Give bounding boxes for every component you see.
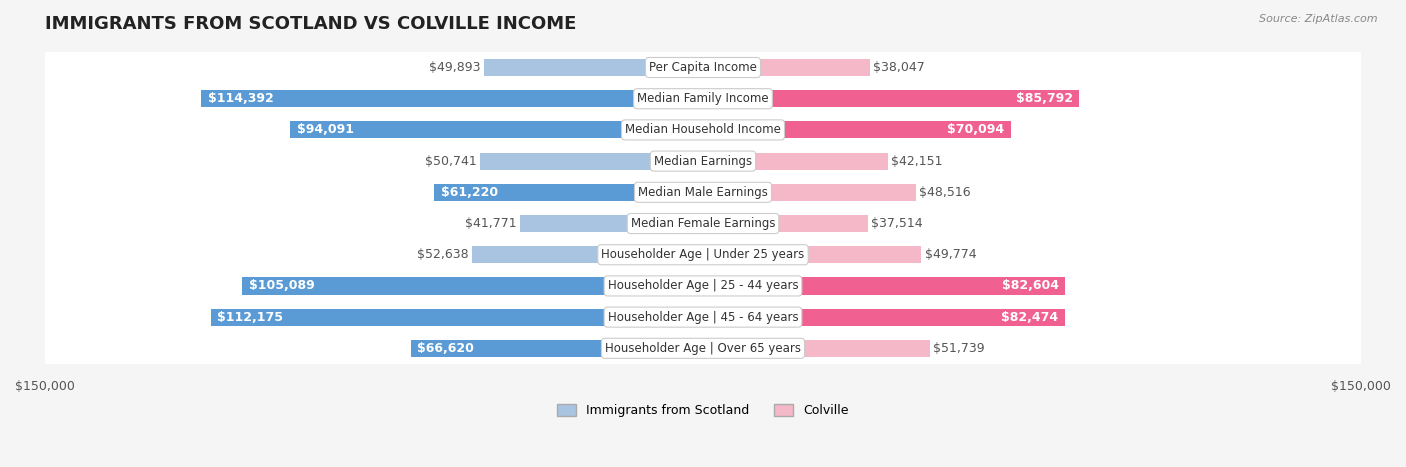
Text: Median Family Income: Median Family Income: [637, 92, 769, 105]
Text: Median Female Earnings: Median Female Earnings: [631, 217, 775, 230]
Bar: [290, 121, 703, 139]
Text: $50,741: $50,741: [426, 155, 477, 168]
FancyBboxPatch shape: [45, 239, 1361, 270]
Bar: [484, 59, 703, 76]
Text: $42,151: $42,151: [891, 155, 942, 168]
Text: $70,094: $70,094: [946, 123, 1004, 136]
Text: $82,604: $82,604: [1002, 279, 1059, 292]
Text: $66,620: $66,620: [418, 342, 474, 355]
Text: $37,514: $37,514: [870, 217, 922, 230]
Bar: [703, 90, 1080, 107]
Bar: [703, 59, 870, 76]
FancyBboxPatch shape: [45, 52, 1361, 83]
Bar: [703, 340, 929, 357]
Bar: [481, 153, 703, 170]
Bar: [703, 184, 915, 201]
Text: $49,893: $49,893: [429, 61, 481, 74]
Text: Householder Age | 45 - 64 years: Householder Age | 45 - 64 years: [607, 311, 799, 324]
Text: Householder Age | 25 - 44 years: Householder Age | 25 - 44 years: [607, 279, 799, 292]
Text: $49,774: $49,774: [925, 248, 976, 261]
Bar: [703, 121, 1011, 139]
Text: $38,047: $38,047: [873, 61, 925, 74]
Text: Median Earnings: Median Earnings: [654, 155, 752, 168]
Text: Householder Age | Over 65 years: Householder Age | Over 65 years: [605, 342, 801, 355]
Text: Median Male Earnings: Median Male Earnings: [638, 186, 768, 199]
Bar: [411, 340, 703, 357]
Text: $61,220: $61,220: [441, 186, 498, 199]
Bar: [434, 184, 703, 201]
Text: $48,516: $48,516: [920, 186, 970, 199]
FancyBboxPatch shape: [45, 114, 1361, 146]
Bar: [703, 153, 889, 170]
Bar: [703, 246, 921, 263]
FancyBboxPatch shape: [45, 333, 1361, 364]
Text: $52,638: $52,638: [418, 248, 468, 261]
Bar: [472, 246, 703, 263]
Bar: [201, 90, 703, 107]
Bar: [703, 277, 1066, 295]
Text: IMMIGRANTS FROM SCOTLAND VS COLVILLE INCOME: IMMIGRANTS FROM SCOTLAND VS COLVILLE INC…: [45, 15, 576, 33]
FancyBboxPatch shape: [45, 302, 1361, 333]
Bar: [242, 277, 703, 295]
Text: $112,175: $112,175: [218, 311, 284, 324]
Text: $82,474: $82,474: [1001, 311, 1059, 324]
Text: $105,089: $105,089: [249, 279, 315, 292]
Text: $51,739: $51,739: [934, 342, 984, 355]
FancyBboxPatch shape: [45, 208, 1361, 239]
Text: $85,792: $85,792: [1015, 92, 1073, 105]
FancyBboxPatch shape: [45, 270, 1361, 302]
Text: Per Capita Income: Per Capita Income: [650, 61, 756, 74]
Text: Source: ZipAtlas.com: Source: ZipAtlas.com: [1260, 14, 1378, 24]
Text: $94,091: $94,091: [297, 123, 354, 136]
FancyBboxPatch shape: [45, 83, 1361, 114]
Bar: [703, 215, 868, 232]
Legend: Immigrants from Scotland, Colville: Immigrants from Scotland, Colville: [553, 399, 853, 422]
Text: $41,771: $41,771: [465, 217, 516, 230]
FancyBboxPatch shape: [45, 177, 1361, 208]
Bar: [520, 215, 703, 232]
FancyBboxPatch shape: [45, 146, 1361, 177]
Bar: [211, 309, 703, 325]
Text: Median Household Income: Median Household Income: [626, 123, 780, 136]
Bar: [703, 309, 1064, 325]
Text: $114,392: $114,392: [208, 92, 274, 105]
Text: Householder Age | Under 25 years: Householder Age | Under 25 years: [602, 248, 804, 261]
